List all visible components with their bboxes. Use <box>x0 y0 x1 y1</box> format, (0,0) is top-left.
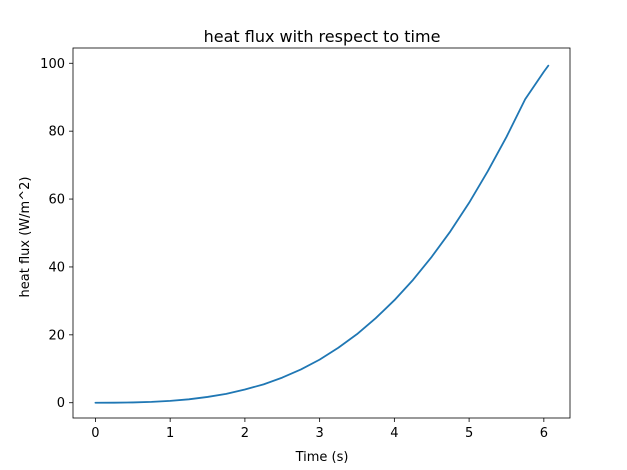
x-tick-label: 6 <box>540 426 548 441</box>
y-tick-label: 20 <box>48 328 65 343</box>
series-group <box>94 64 550 404</box>
y-tick-label: 100 <box>40 57 65 72</box>
x-tick-label: 4 <box>390 426 398 441</box>
x-tick-label: 3 <box>315 426 323 441</box>
y-tick-label: 0 <box>57 396 65 411</box>
x-axis-label: Time (s) <box>295 450 349 465</box>
y-tick-label: 60 <box>48 193 65 208</box>
chart-title: heat flux with respect to time <box>204 27 441 46</box>
y-axis-ticks: 0 20 40 60 80 100 <box>40 57 73 411</box>
x-tick-label: 1 <box>166 426 174 441</box>
axes-frame <box>72 47 571 419</box>
y-tick-label: 80 <box>48 125 65 140</box>
x-tick-label: 0 <box>91 426 99 441</box>
x-axis-ticks: 0 1 2 3 4 5 6 <box>91 418 548 441</box>
y-axis-label: heat flux (W/m^2) <box>18 177 33 298</box>
x-tick-label: 5 <box>465 426 473 441</box>
y-tick-label: 40 <box>48 260 65 275</box>
series-line-heat-flux <box>94 64 550 404</box>
x-tick-label: 2 <box>241 426 249 441</box>
